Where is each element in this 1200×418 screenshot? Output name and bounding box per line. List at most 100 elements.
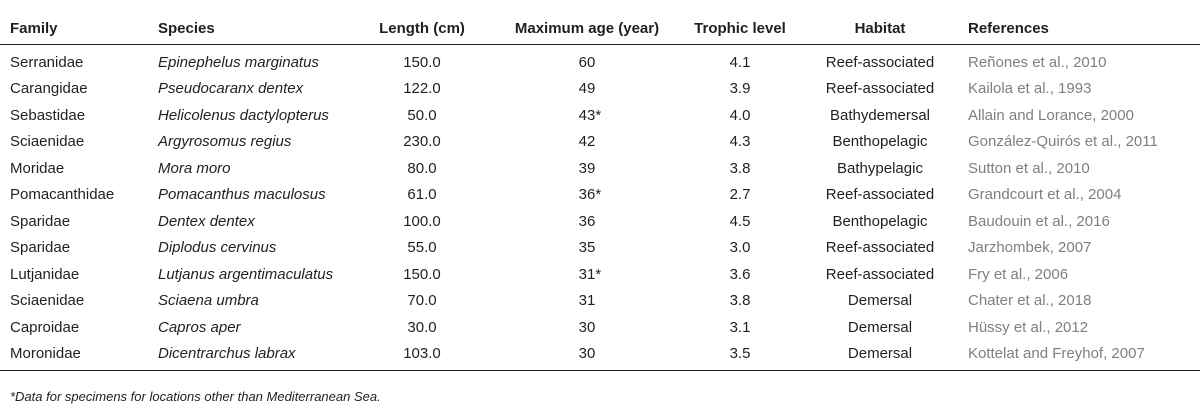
table-row: Moridae Mora moro 80.0 39 3.8 Bathypelagic Sut…: [0, 155, 1200, 182]
cell-family: Sciaenidae: [10, 292, 85, 310]
cell-max-age: 36 *: [486, 182, 688, 209]
header-family: Family: [10, 20, 58, 37]
header-habitat: Habitat: [854, 20, 906, 37]
cell-habitat: Demersal: [847, 292, 913, 310]
max-age-value: 39: [578, 159, 596, 177]
cell-length: 150.0: [403, 265, 441, 283]
cell-max-age: 31: [486, 288, 688, 315]
table-row: Lutjanidae Lutjanus argentimaculatus 150.0…: [0, 261, 1200, 288]
max-age-value: 30: [578, 318, 596, 336]
cell-habitat: Demersal: [847, 318, 913, 336]
cell-species: Sciaena umbra: [158, 292, 259, 310]
header-references: References: [968, 20, 1049, 37]
cell-species: Pomacanthus maculosus: [158, 186, 326, 204]
cell-trophic-level: 2.7: [729, 186, 751, 204]
cell-length: 30.0: [407, 318, 437, 336]
table-row: Sciaenidae Argyrosomus regius 230.0 42 4.3 Be…: [0, 129, 1200, 156]
cell-family: Moronidae: [10, 345, 81, 363]
cell-reference: Kottelat and Freyhof, 2007: [968, 345, 1145, 363]
cell-trophic-level: 3.8: [729, 292, 751, 310]
cell-length: 55.0: [407, 239, 437, 257]
cell-habitat: Demersal: [847, 345, 913, 363]
cell-trophic-level: 4.1: [729, 53, 751, 71]
cell-trophic-level: 3.9: [729, 80, 751, 98]
cell-species: Epinephelus marginatus: [158, 53, 319, 71]
cell-length: 103.0: [403, 345, 441, 363]
cell-reference: González-Quirós et al., 2011: [968, 133, 1158, 151]
cell-max-age: 39: [486, 155, 688, 182]
footnote-marker: *: [595, 106, 602, 124]
cell-length: 122.0: [403, 80, 441, 98]
cell-reference: Kailola et al., 1993: [968, 80, 1092, 98]
cell-trophic-level: 3.0: [729, 239, 751, 257]
cell-length: 100.0: [403, 212, 441, 230]
cell-habitat: Benthopelagic: [832, 133, 928, 151]
cell-family: Sparidae: [10, 212, 71, 230]
cell-family: Carangidae: [10, 80, 88, 98]
max-age-value: 49: [578, 80, 596, 98]
table-row: Serranidae Epinephelus marginatus 150.0 60 4…: [0, 45, 1200, 76]
cell-species: Capros aper: [158, 318, 241, 336]
cell-family: Pomacanthidae: [10, 186, 115, 204]
cell-max-age: 31 *: [486, 261, 688, 288]
cell-trophic-level: 4.3: [729, 133, 751, 151]
max-age-value: 43: [578, 106, 596, 124]
table-row: Sebastidae Helicolenus dactylopterus 50.0 4…: [0, 102, 1200, 129]
cell-trophic-level: 3.8: [729, 159, 751, 177]
header-species: Species: [158, 20, 215, 37]
cell-habitat: Reef-associated: [825, 239, 935, 257]
cell-species: Argyrosomus regius: [158, 133, 292, 151]
cell-habitat: Bathydemersal: [829, 106, 931, 124]
cell-habitat: Bathypelagic: [837, 159, 923, 177]
cell-species: Pseudocaranx dentex: [158, 80, 304, 98]
cell-trophic-level: 3.5: [729, 345, 751, 363]
cell-family: Moridae: [10, 159, 65, 177]
cell-length: 80.0: [407, 159, 437, 177]
cell-habitat: Reef-associated: [825, 186, 935, 204]
table-row: Sciaenidae Sciaena umbra 70.0 31 3.8 Demersal…: [0, 288, 1200, 315]
cell-max-age: 43 *: [486, 102, 688, 129]
cell-family: Caproidae: [10, 318, 80, 336]
cell-max-age: 49: [486, 76, 688, 103]
cell-habitat: Reef-associated: [825, 265, 935, 283]
cell-family: Lutjanidae: [10, 265, 80, 283]
cell-species: Dicentrarchus labrax: [158, 345, 296, 363]
cell-reference: Chater et al., 2018: [968, 292, 1092, 310]
cell-habitat: Reef-associated: [825, 80, 935, 98]
table-body: Serranidae Epinephelus marginatus 150.0 60 4…: [0, 45, 1200, 371]
table-row: Sparidae Diplodus cervinus 55.0 35 3.0 Reef-a…: [0, 235, 1200, 262]
table-row: Moronidae Dicentrarchus labrax 103.0 30 3.5 D…: [0, 341, 1200, 371]
cell-reference: Grandcourt et al., 2004: [968, 186, 1122, 204]
cell-trophic-level: 3.1: [729, 318, 751, 336]
cell-max-age: 30: [486, 341, 688, 371]
table-row: Sparidae Dentex dentex 100.0 36 4.5 Benthopel…: [0, 208, 1200, 235]
max-age-value: 31: [578, 265, 596, 283]
cell-reference: Jarzhombek, 2007: [968, 239, 1092, 257]
max-age-value: 35: [578, 239, 596, 257]
cell-family: Sebastidae: [10, 106, 86, 124]
cell-max-age: 36: [486, 208, 688, 235]
cell-length: 70.0: [407, 292, 437, 310]
cell-habitat: Benthopelagic: [832, 212, 928, 230]
max-age-value: 31: [578, 292, 596, 310]
species-table: Family Species Length (cm) Maximum age (…: [0, 13, 1200, 371]
cell-family: Sciaenidae: [10, 133, 85, 151]
cell-species: Mora moro: [158, 159, 231, 177]
cell-species: Dentex dentex: [158, 212, 255, 230]
cell-trophic-level: 4.0: [729, 106, 751, 124]
header-row: Family Species Length (cm) Maximum age (…: [0, 13, 1200, 45]
header-max-age: Maximum age (year): [514, 20, 660, 37]
table-row: Caproidae Capros aper 30.0 30 3.1 Demersal Hüs…: [0, 314, 1200, 341]
cell-reference: Fry et al., 2006: [968, 265, 1069, 283]
cell-reference: Allain and Lorance, 2000: [968, 106, 1134, 124]
cell-family: Sparidae: [10, 239, 71, 257]
max-age-value: 36: [578, 186, 596, 204]
cell-max-age: 30: [486, 314, 688, 341]
cell-species: Helicolenus dactylopterus: [158, 106, 329, 124]
footnote-marker: *: [595, 265, 602, 283]
cell-trophic-level: 3.6: [729, 265, 751, 283]
cell-length: 61.0: [407, 186, 437, 204]
cell-reference: Reñones et al., 2010: [968, 53, 1107, 71]
cell-length: 150.0: [403, 53, 441, 71]
